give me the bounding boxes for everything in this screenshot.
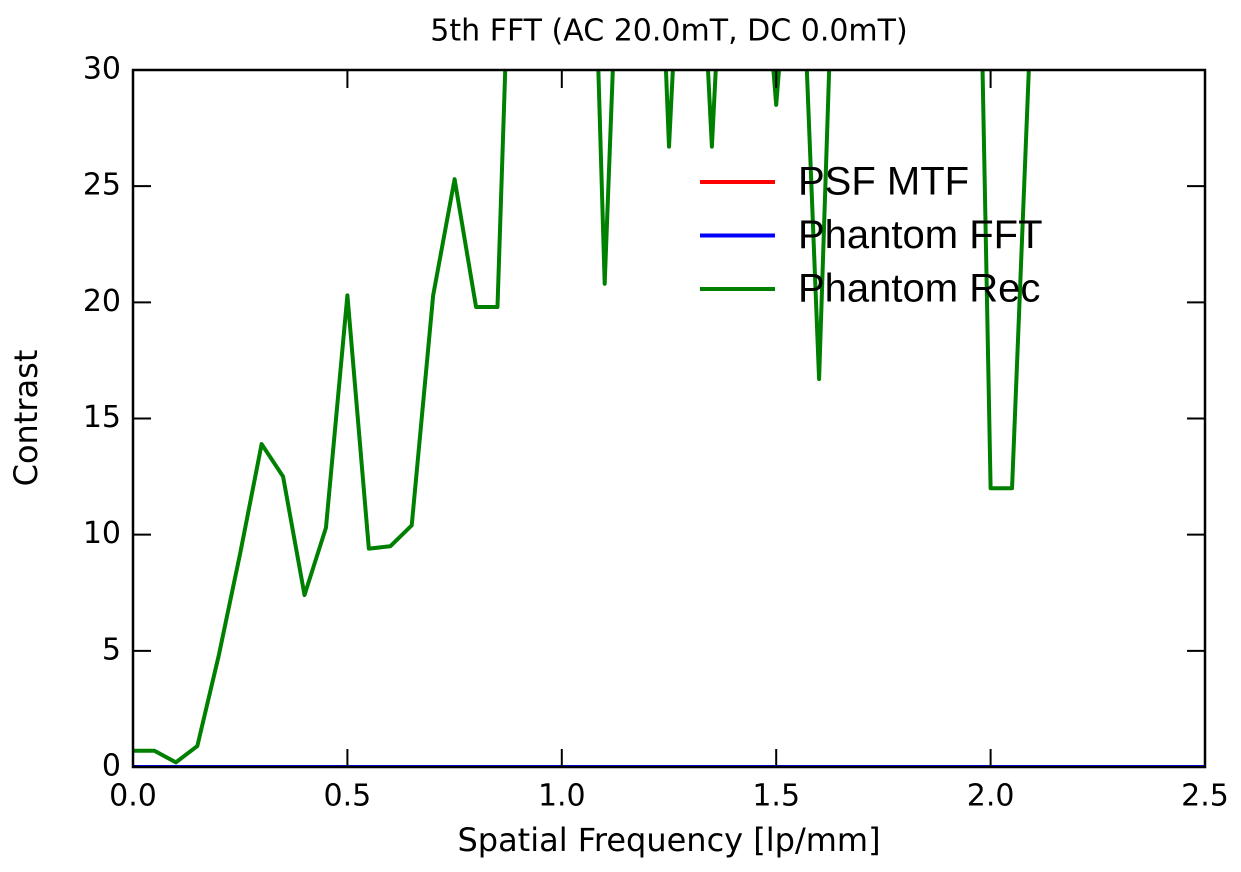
y-axis-label: Contrast bbox=[7, 350, 45, 487]
x-tick-label: 1.0 bbox=[538, 779, 586, 814]
legend-label: Phantom FFT bbox=[798, 213, 1043, 257]
x-tick-label: 2.0 bbox=[967, 779, 1015, 814]
x-axis-label: Spatial Frequency [lp/mm] bbox=[457, 821, 880, 859]
chart-title: 5th FFT (AC 20.0mT, DC 0.0mT) bbox=[430, 14, 907, 49]
x-tick-label: 0.0 bbox=[109, 779, 157, 814]
y-tick-label: 10 bbox=[83, 516, 121, 551]
x-tick-label: 2.5 bbox=[1181, 779, 1229, 814]
series-line bbox=[133, 70, 1031, 765]
y-tick-label: 5 bbox=[102, 632, 121, 667]
plot-area bbox=[133, 70, 1205, 767]
x-tick-label: 1.5 bbox=[752, 779, 800, 814]
y-tick-label: 25 bbox=[83, 168, 121, 203]
legend-label: PSF MTF bbox=[798, 160, 969, 204]
legend-label: Phantom Rec bbox=[798, 267, 1040, 311]
y-tick-label: 15 bbox=[83, 400, 121, 435]
y-tick-label: 20 bbox=[83, 284, 121, 319]
y-tick-label: 0 bbox=[102, 749, 121, 784]
x-tick-label: 0.5 bbox=[324, 779, 372, 814]
y-tick-label: 30 bbox=[83, 52, 121, 87]
plot-frame bbox=[131, 68, 1207, 769]
